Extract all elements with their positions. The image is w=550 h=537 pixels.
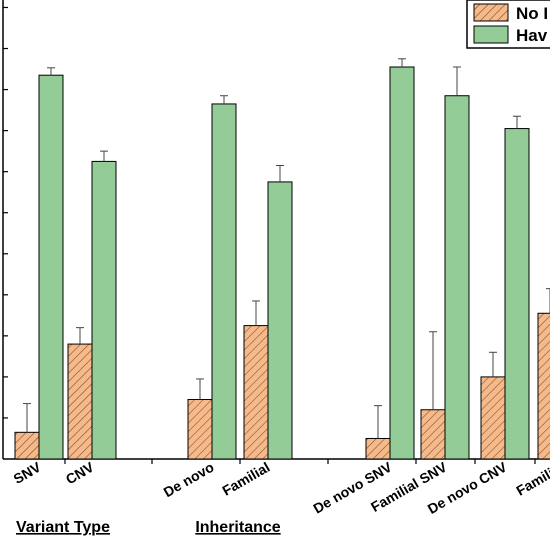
x-tick-labels: SNV CNV De novo Familial De novo SNVFamilial… [11, 458, 550, 517]
bar-series-1-3 [187, 398, 213, 460]
legend-label-series-2: Hav [516, 26, 548, 45]
bar-series-1-8 [537, 312, 550, 460]
bars [14, 66, 550, 460]
legend: No I Hav [466, 0, 550, 49]
x-tick-label: Familial [513, 459, 550, 499]
x-tick-label: Familial [219, 459, 272, 499]
bar-series-2-3 [211, 103, 237, 460]
bar-series-2-6 [444, 95, 470, 460]
group-label: Inheritance [195, 519, 280, 536]
bar-series-2-4 [267, 181, 293, 460]
bar-series-1-4 [243, 325, 269, 460]
bar-series-1-6 [420, 409, 446, 460]
legend-swatch-series-2 [473, 25, 509, 44]
bar-series-2-7 [504, 128, 530, 460]
x-tick-label: De novo [161, 459, 217, 500]
bar-series-2-2 [91, 160, 117, 460]
bar-series-1-2 [67, 343, 93, 460]
x-tick-label: CNV [63, 458, 97, 487]
x-tick-label: SNV [11, 458, 45, 487]
bar-series-1-1 [14, 431, 40, 460]
group-labels: Variant Type Inheritance [16, 519, 281, 536]
bar-series-1-7 [480, 376, 506, 460]
legend-swatch-series-1 [473, 3, 509, 22]
bar-series-1-5 [365, 437, 391, 460]
y-axis [2, 0, 8, 459]
bar-series-2-1 [38, 74, 64, 460]
bar-series-2-5 [389, 66, 415, 460]
group-label: Variant Type [16, 519, 110, 536]
legend-label-series-1: No I [516, 4, 548, 23]
error-bars [23, 58, 550, 439]
